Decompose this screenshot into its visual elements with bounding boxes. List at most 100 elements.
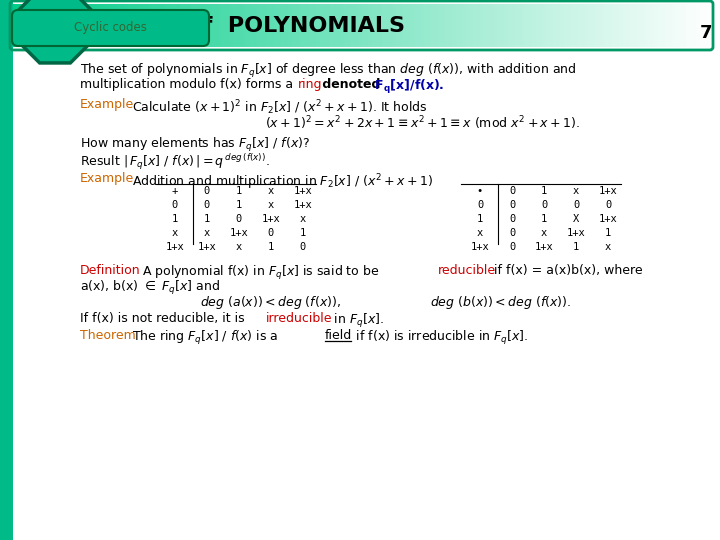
Bar (215, 4, 220, 47)
Bar (194, 4, 199, 47)
Bar (117, 4, 122, 47)
Bar (86, 4, 91, 47)
Bar (526, 4, 530, 47)
Bar (466, 4, 471, 47)
Bar (647, 4, 652, 47)
Text: Cyclic codes: Cyclic codes (73, 22, 146, 35)
Text: 0: 0 (300, 242, 306, 252)
Text: 1+x: 1+x (261, 214, 280, 224)
Bar (264, 4, 269, 47)
Bar (288, 4, 293, 47)
Bar (483, 4, 488, 47)
Bar (93, 4, 98, 47)
Bar (198, 4, 202, 47)
Bar (156, 4, 161, 47)
Bar (351, 4, 356, 47)
Text: 0: 0 (204, 200, 210, 210)
Text: multiplication modulo f(x) forms a: multiplication modulo f(x) forms a (80, 78, 297, 91)
Bar (585, 4, 589, 47)
Bar (634, 4, 638, 47)
Bar (267, 4, 272, 47)
Bar (577, 4, 582, 47)
Bar (27, 4, 32, 47)
Bar (539, 4, 544, 47)
Text: 0: 0 (268, 228, 274, 238)
Bar (703, 4, 708, 47)
Bar (588, 4, 593, 47)
Text: IV054: IV054 (26, 17, 84, 35)
Text: 1: 1 (541, 186, 547, 196)
Text: 0: 0 (172, 200, 178, 210)
Bar (149, 4, 153, 47)
Bar (689, 4, 693, 47)
Text: in $\mathit{F}_q[x]$.: in $\mathit{F}_q[x]$. (330, 312, 384, 330)
Text: 1: 1 (268, 242, 274, 252)
Bar (34, 4, 38, 47)
Bar (546, 4, 551, 47)
Bar (428, 4, 432, 47)
Bar (441, 4, 446, 47)
Text: 1+x: 1+x (535, 242, 554, 252)
Bar (107, 4, 112, 47)
Bar (361, 4, 366, 47)
Bar (706, 4, 711, 47)
FancyBboxPatch shape (12, 10, 209, 46)
Bar (292, 4, 297, 47)
Bar (640, 4, 645, 47)
Bar (619, 4, 624, 47)
Bar (528, 4, 534, 47)
Bar (138, 4, 143, 47)
Text: 0: 0 (605, 200, 611, 210)
Bar (128, 4, 132, 47)
Text: 1+x: 1+x (567, 228, 585, 238)
Text: x: x (236, 242, 242, 252)
Bar (477, 4, 481, 47)
Bar (571, 4, 575, 47)
Text: +: + (172, 186, 178, 196)
Bar (508, 4, 513, 47)
Bar (382, 4, 387, 47)
Text: 0: 0 (573, 200, 579, 210)
Bar (72, 4, 77, 47)
Bar (452, 4, 456, 47)
Bar (83, 4, 87, 47)
Bar (420, 4, 426, 47)
Bar (0, 0, 13, 540)
Bar (511, 4, 516, 47)
Bar (163, 4, 167, 47)
Bar (20, 4, 24, 47)
Bar (114, 4, 119, 47)
Bar (522, 4, 526, 47)
Bar (668, 4, 672, 47)
Bar (616, 4, 621, 47)
Bar (679, 4, 683, 47)
Text: x: x (204, 228, 210, 238)
Text: Calculate $(x + 1)^2$ in $\mathit{F}_2[x]$ / $(\mathit{x}^2 + \mathit{x} + 1)$. : Calculate $(x + 1)^2$ in $\mathit{F}_2[x… (132, 98, 428, 117)
Bar (174, 4, 178, 47)
Bar (261, 4, 265, 47)
Bar (79, 4, 84, 47)
Bar (337, 4, 341, 47)
Text: reducible: reducible (438, 264, 496, 277)
Bar (613, 4, 617, 47)
Bar (462, 4, 467, 47)
Text: if f(x) is irreducible in $\mathit{F}_q[x]$.: if f(x) is irreducible in $\mathit{F}_q[… (352, 329, 528, 347)
Bar (375, 4, 380, 47)
Bar (58, 4, 63, 47)
Text: 0: 0 (509, 214, 515, 224)
Text: 0: 0 (236, 214, 242, 224)
Text: a(x), b(x) $\in$ $\mathit{F}_q[x]$ and: a(x), b(x) $\in$ $\mathit{F}_q[x]$ and (80, 279, 220, 297)
Bar (459, 4, 464, 47)
Bar (518, 4, 523, 47)
Bar (132, 4, 136, 47)
Bar (219, 4, 223, 47)
Text: 0: 0 (509, 242, 515, 252)
Text: field: field (325, 329, 352, 342)
Text: 1: 1 (573, 242, 579, 252)
Bar (111, 4, 115, 47)
Text: 1+x: 1+x (471, 242, 490, 252)
Bar (37, 4, 42, 47)
Bar (403, 4, 408, 47)
Text: 1+x: 1+x (294, 186, 312, 196)
Text: 0: 0 (509, 228, 515, 238)
